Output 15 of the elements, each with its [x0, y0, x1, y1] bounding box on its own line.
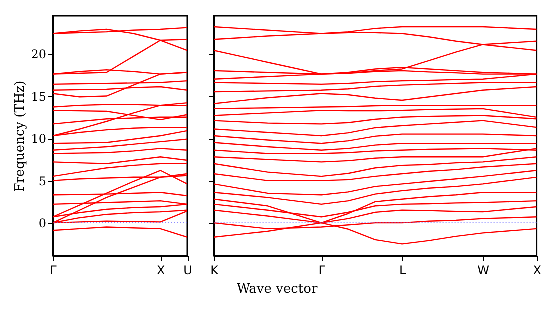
x-tick-label: W — [478, 264, 490, 278]
x-tick-label: U — [184, 264, 192, 278]
x-tick-label: L — [399, 264, 406, 278]
y-tick-label: 5 — [38, 174, 46, 188]
x-tick-label: K — [210, 264, 220, 278]
x-axis-title: Wave vector — [236, 282, 318, 297]
x-tick-label: Γ — [50, 264, 58, 278]
y-tick-label: 20 — [31, 48, 46, 62]
y-tick-label: 0 — [38, 216, 46, 231]
y-tick-label: 15 — [31, 90, 46, 104]
x-tick-label: Γ — [318, 264, 326, 278]
y-axis-title: Frequency (THz) — [13, 80, 28, 192]
x-tick-label: X — [533, 264, 542, 278]
x-tick-label: X — [156, 264, 166, 278]
y-tick-label: 10 — [31, 132, 46, 146]
